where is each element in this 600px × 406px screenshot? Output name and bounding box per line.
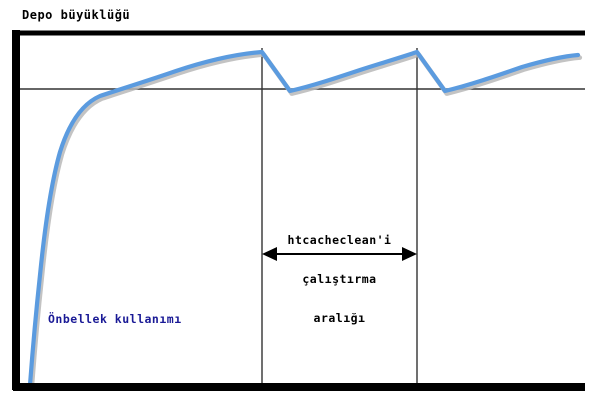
interval-arrow-head-right [402,247,417,261]
interval-annotation-line-3: aralığı [313,311,366,325]
cache-usage-label: Önbellek kullanımı [48,312,182,326]
interval-arrow [262,247,417,261]
axes [12,30,585,391]
curve-shadow [29,52,583,390]
interval-arrow-head-left [262,247,277,261]
page-title: Depo büyüklüğü [22,8,131,22]
interval-annotation-line-2: çalıştırma [302,272,377,286]
interval-annotation-line-1: htcacheclean'i [287,233,392,247]
cache-usage-curve [27,49,581,388]
interval-annotation: htcacheclean'i çalıştırma aralığı [262,208,417,351]
